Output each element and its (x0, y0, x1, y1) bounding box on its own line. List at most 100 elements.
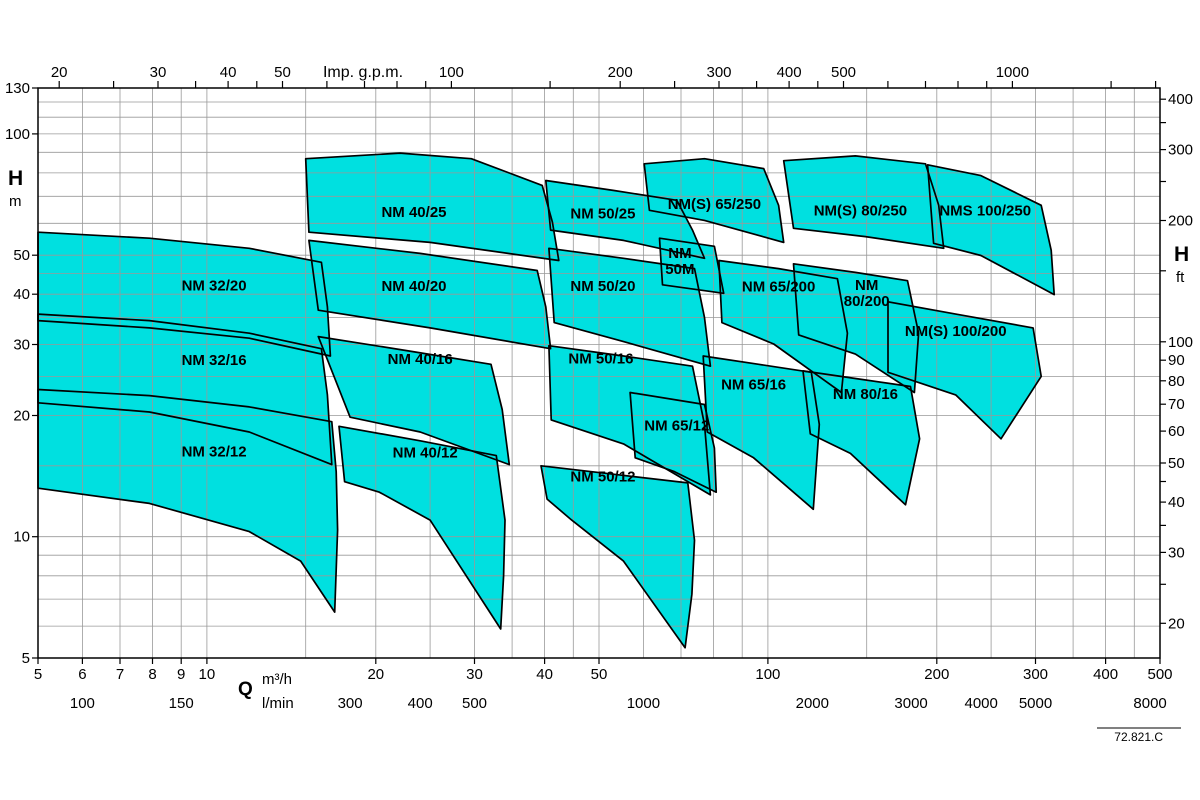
right-axis-tick-label: 400 (1168, 91, 1193, 108)
right-axis-unit: ft (1176, 269, 1185, 286)
pump-region-outline (887, 300, 1043, 440)
pump-region-outline (540, 464, 696, 649)
lmin-axis-tick-label: 500 (462, 695, 487, 712)
pump-region-outline (629, 391, 718, 494)
pump-region-label: NM 65/12 (644, 417, 709, 434)
left-axis-tick-label: 10 (13, 529, 30, 546)
pump-region-outline (308, 239, 552, 350)
pump-region-outline (304, 152, 560, 262)
pump-region-label: NM 65/16 (721, 376, 786, 393)
left-axis-tick-label: 130 (5, 80, 30, 97)
top-axis-tick-label: 300 (706, 64, 731, 81)
pump-region-label: NM(S) 80/250 (814, 203, 907, 220)
right-axis-tick-label: 60 (1168, 423, 1185, 440)
right-axis-tick-label: 20 (1168, 615, 1185, 632)
pump-region-outline (702, 355, 821, 511)
right-axis-tick-label: 70 (1168, 396, 1185, 413)
pump-region-outline (643, 157, 785, 244)
pump-region-fill (305, 153, 559, 261)
pump-region-label: NM 65/200 (742, 279, 815, 296)
left-axis-tick-label: 50 (13, 247, 30, 264)
right-axis-tick-label: 80 (1168, 373, 1185, 390)
top-axis-tick-label: 40 (220, 64, 237, 81)
right-axis-tick-label: 100 (1168, 334, 1193, 351)
bottom-axis-tick-label: 6 (78, 666, 86, 683)
pump-region-label: NM 40/12 (393, 444, 458, 461)
top-axis-tick-label: 1000 (996, 64, 1029, 81)
lmin-axis-tick-label: 300 (338, 695, 363, 712)
lmin-axis-tick-label: 1000 (627, 695, 660, 712)
pump-region-fill (783, 155, 944, 249)
pump-region-fill (541, 465, 695, 648)
top-axis-tick-label: 100 (439, 64, 464, 81)
lmin-axis-tick-label: 100 (70, 695, 95, 712)
right-axis-tick-label: 40 (1168, 494, 1185, 511)
pump-region-fill (339, 426, 505, 629)
bottom-axis-tick-label: 500 (1147, 666, 1172, 683)
pump-region-outline (37, 231, 332, 357)
pump-region-label: NM(S) 100/200 (905, 323, 1007, 340)
pump-region-outline (802, 370, 921, 506)
drawing-code: 72.821.C (1114, 730, 1163, 744)
pump-region-label: NM(S) 65/250 (668, 196, 761, 213)
pump-region-fill (38, 389, 338, 613)
top-axis-title: Imp. g.p.m. (323, 64, 403, 81)
bottom-axis-tick-label: 100 (755, 666, 780, 683)
left-axis-tick-label: 5 (22, 650, 30, 667)
left-axis-unit: m (9, 193, 22, 210)
grid-layer (38, 88, 1160, 658)
bottom-axis-tick-label: 10 (199, 666, 216, 683)
pump-region-fill (38, 314, 332, 465)
top-axis-tick-label: 20 (51, 64, 68, 81)
pump-region-outline (37, 313, 333, 466)
pump-region-label: NM 32/16 (182, 352, 247, 369)
bottom-axis-tick-label: 9 (177, 666, 185, 683)
right-axis-tick-label: 90 (1168, 352, 1185, 369)
lmin-axis-tick-label: 2000 (796, 695, 829, 712)
pump-region-outline (718, 259, 849, 394)
pump-regions-outline-layer (37, 152, 1056, 649)
bottom-axis-tick-label: 300 (1023, 666, 1048, 683)
left-axis-tick-label: 30 (13, 337, 30, 354)
left-axis-title: H (8, 167, 23, 190)
lmin-axis-tick-label: 3000 (894, 695, 927, 712)
pump-region-label: NM 40/25 (381, 204, 446, 221)
top-axis-tick-label: 400 (777, 64, 802, 81)
pump-region-label: NM 80/16 (833, 386, 898, 403)
pump-region-outline (338, 425, 506, 630)
top-axis-tick-label: 500 (831, 64, 856, 81)
bottom-axis-title: Q (238, 679, 253, 700)
bottom-axis-unit-m3h: m³/h (262, 671, 292, 688)
lmin-axis-tick-label: 4000 (965, 695, 998, 712)
pump-region-fill (318, 336, 510, 465)
bottom-axis-tick-label: 7 (116, 666, 124, 683)
pump-region-label: NM 50M (665, 245, 694, 278)
right-axis-tick-label: 200 (1168, 213, 1193, 230)
pump-region-label: NM 50/16 (568, 351, 633, 368)
lmin-axis-tick-label: 400 (408, 695, 433, 712)
lmin-axis-tick-label: 5000 (1019, 695, 1052, 712)
pump-region-fill (644, 158, 784, 243)
bottom-axis-tick-label: 8 (148, 666, 156, 683)
pump-region-outline (782, 155, 945, 250)
axes-layer: 20 30 40 50 100 200 300 400 500 1000 5 6 7 8 9 10 20 30 40… (5, 64, 1193, 712)
pump-region-fill (630, 392, 717, 493)
pump-region-fill (888, 301, 1042, 439)
top-axis-tick-label: 50 (274, 64, 291, 81)
pump-region-label: NM 50/25 (570, 206, 635, 223)
top-axis-tick-label: 30 (150, 64, 167, 81)
pump-region-outline (658, 237, 725, 295)
right-axis-tick-label: 30 (1168, 544, 1185, 561)
top-axis-tick-label: 200 (608, 64, 633, 81)
left-axis-tick-label: 100 (5, 126, 30, 143)
pump-region-fill (703, 356, 820, 510)
bottom-axis-unit-lmin: l/min (262, 695, 294, 712)
pump-region-outline (548, 247, 712, 368)
bottom-axis-tick-label: 400 (1093, 666, 1118, 683)
bottom-axis-tick-label: 20 (367, 666, 384, 683)
right-axis-tick-label: 300 (1168, 142, 1193, 159)
pump-region-label: NM 40/16 (388, 351, 453, 368)
left-axis-tick-label: 40 (13, 286, 30, 303)
left-axis-tick-label: 20 (13, 408, 30, 425)
